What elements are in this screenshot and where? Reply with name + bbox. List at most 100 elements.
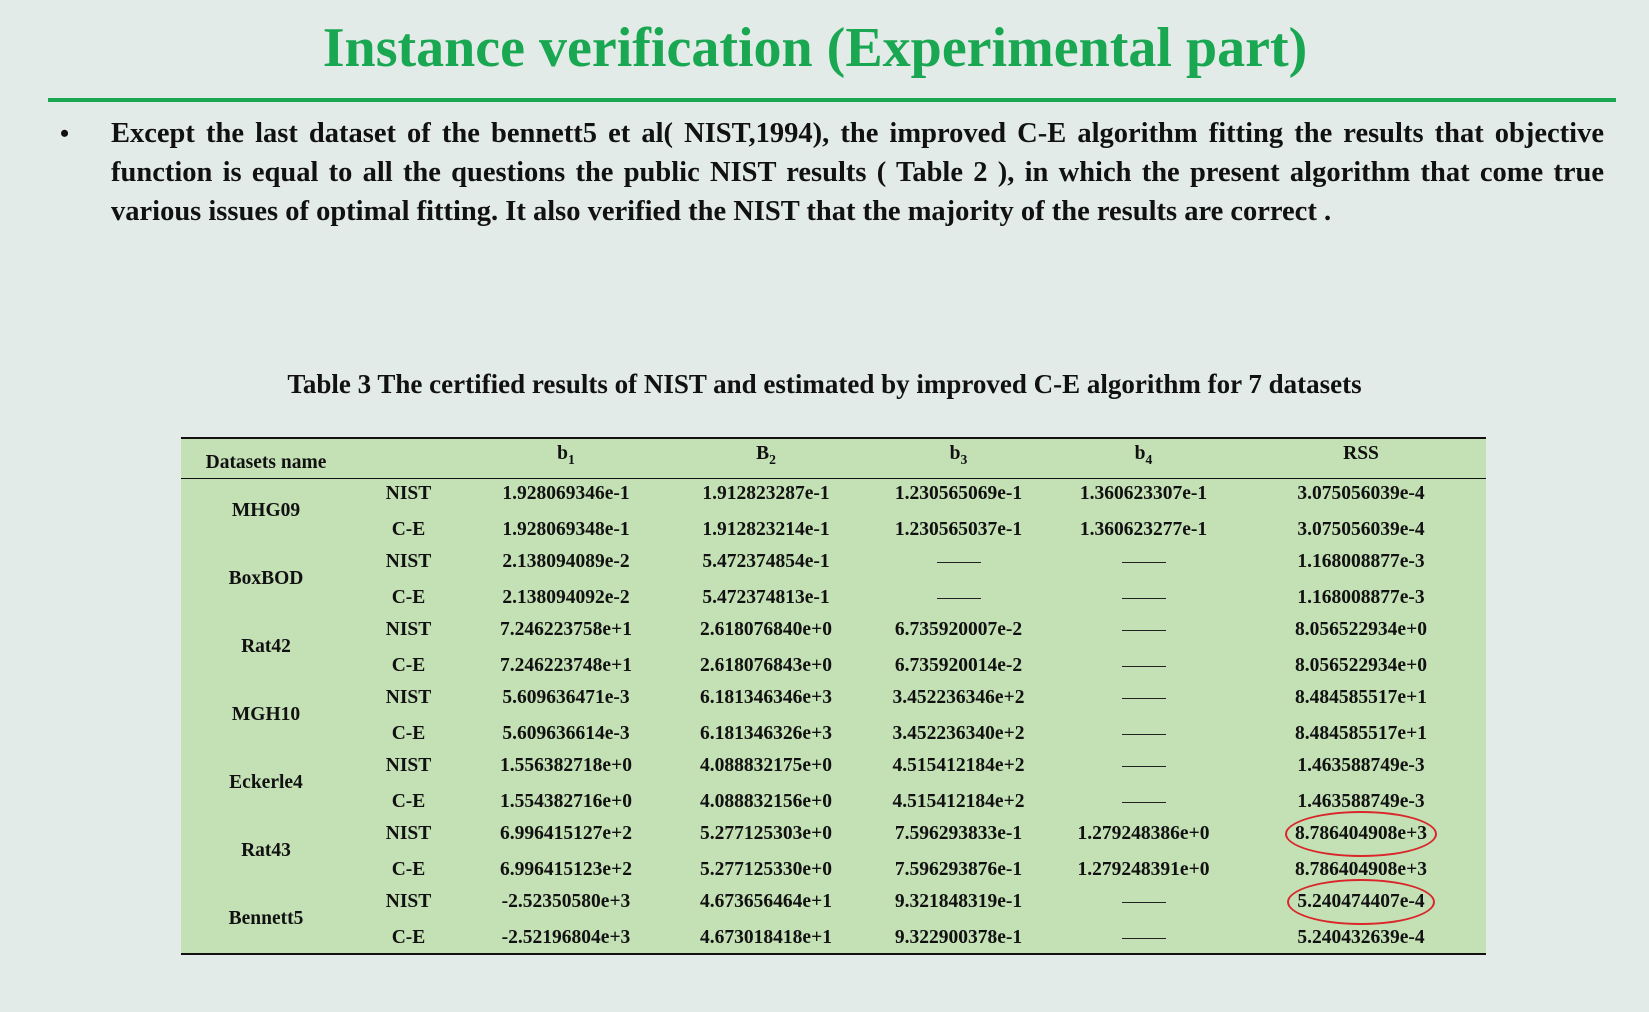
not-applicable-dash [1121, 630, 1166, 632]
table-row: Rat42 NIST 7.246223758e+1 2.618076840e+0 6.7… [181, 614, 1486, 657]
dataset-name-cell: BoxBOD [228, 568, 304, 589]
rss-value-cell: 8.786404908e+3 [1236, 811, 1486, 857]
b4-value: 1.279248386e+0 [1077, 823, 1210, 844]
b4-value-cell [1051, 920, 1236, 954]
bullet-marker: • [60, 119, 70, 148]
not-applicable-dash [1121, 802, 1166, 804]
b2-value: 6.181346346e+3 [700, 687, 832, 708]
table-row: C-E 1.928069348e-1 1.912823214e-1 1.2305650… [181, 512, 1486, 546]
b1-value-cell: 2.138094089e-2 [466, 546, 666, 580]
b3-value-cell: 7.596293876e-1 [866, 852, 1051, 886]
source-label-cell: C-E [391, 587, 426, 608]
header-b4-sub: 4 [1145, 451, 1153, 467]
header-b2-base: B [756, 443, 770, 464]
header-rss: RSS [1236, 438, 1486, 479]
b4-value-cell [1051, 682, 1236, 716]
b3-value-cell: 6.735920014e-2 [866, 648, 1051, 682]
header-source [351, 438, 466, 479]
b3-value-cell: 4.515412184e+2 [866, 784, 1051, 818]
b1-value: 6.996415127e+2 [500, 823, 632, 844]
b3-value-cell [866, 546, 1051, 580]
b1-value-cell: 1.556382718e+0 [466, 750, 666, 784]
b1-value-cell: 1.928069346e-1 [466, 478, 666, 512]
b2-value: 4.088832156e+0 [700, 791, 832, 812]
rss-value-cell: 5.240432639e-4 [1236, 920, 1486, 954]
rss-value-cell: 1.463588749e-3 [1236, 784, 1486, 818]
b3-value: 6.735920014e-2 [894, 655, 1023, 676]
header-b4: b4 [1051, 438, 1236, 479]
dataset-name-cell: Rat43 [241, 840, 291, 861]
b3-value: 7.596293876e-1 [894, 859, 1023, 880]
b3-value: 3.452236340e+2 [892, 723, 1025, 744]
b2-value: 5.472374854e-1 [702, 551, 830, 572]
b2-value-cell: 1.912823214e-1 [666, 512, 866, 546]
table-body: MHG09 NIST 1.928069346e-1 1.912823287e-1 1.2… [181, 478, 1486, 954]
not-applicable-dash [1121, 766, 1166, 768]
b3-value: 9.321848319e-1 [894, 891, 1023, 912]
b1-value: 1.928069348e-1 [502, 519, 630, 540]
rss-value: 5.240474407e-4 [1297, 891, 1425, 912]
table-row: Eckerle4 NIST 1.556382718e+0 4.088832175e+0… [181, 750, 1486, 793]
not-applicable-dash [1121, 698, 1166, 700]
not-applicable-dash [1121, 598, 1166, 600]
b1-value-cell: 5.609636614e-3 [466, 716, 666, 750]
rss-highlight: 8.786404908e+3 [1285, 811, 1437, 857]
rss-value: 3.075056039e-4 [1297, 483, 1425, 505]
dataset-name-cell: Bennett5 [228, 907, 304, 929]
bullet-paragraph: • Except the last dataset of the bennett… [60, 114, 1604, 231]
slide-title: Instance verification (Experimental part… [322, 17, 1308, 79]
rss-value: 8.786404908e+3 [1295, 823, 1427, 844]
title-divider [48, 98, 1616, 102]
rss-value: 8.484585517e+1 [1295, 723, 1427, 744]
b4-value-cell [1051, 716, 1236, 750]
source-label-cell: NIST [385, 483, 432, 505]
b2-value-cell: 5.472374813e-1 [666, 580, 866, 614]
table-header-row: Datasets name b1 B2 b3 b4 RSS [181, 438, 1486, 479]
b1-value-cell: -2.52196804e+3 [466, 920, 666, 954]
b3-value-cell: 3.452236340e+2 [866, 716, 1051, 750]
results-table: Datasets name b1 B2 b3 b4 RSS MHG09 NIST 1… [181, 437, 1486, 955]
b3-value-cell [866, 580, 1051, 614]
b1-value: -2.52350580e+3 [501, 891, 631, 912]
rss-value-cell: 8.786404908e+3 [1236, 852, 1486, 886]
header-b2-sub: 2 [769, 451, 776, 467]
table-row: C-E 1.554382716e+0 4.088832156e+0 4.5154121… [181, 784, 1486, 818]
source-label-cell: C-E [391, 655, 426, 676]
rss-value-cell: 3.075056039e-4 [1236, 512, 1486, 546]
table-row: C-E 7.246223748e+1 2.618076843e+0 6.7359200… [181, 648, 1486, 682]
rss-value: 1.168008877e-3 [1297, 587, 1425, 608]
table-row: C-E 2.138094092e-2 5.472374813e-1 1.1680088… [181, 580, 1486, 614]
rss-value-cell: 8.484585517e+1 [1236, 716, 1486, 750]
header-b3-base: b [949, 443, 961, 464]
b3-value-cell: 1.230565037e-1 [866, 512, 1051, 546]
header-b1: b1 [466, 438, 666, 479]
rss-highlight: 5.240474407e-4 [1287, 879, 1435, 925]
source-label-cell: C-E [391, 791, 426, 812]
header-b2: B2 [666, 438, 866, 479]
b3-value: 4.515412184e+2 [892, 791, 1025, 812]
b2-value: 6.181346326e+3 [700, 723, 832, 744]
not-applicable-dash [936, 598, 981, 600]
b1-value: 2.138094089e-2 [502, 551, 630, 572]
rss-value: 1.168008877e-3 [1297, 551, 1425, 572]
bullet-text: Except the last dataset of the bennett5 … [111, 118, 1604, 227]
b3-value-cell: 1.230565069e-1 [866, 478, 1051, 512]
not-applicable-dash [1121, 562, 1166, 564]
b2-value-cell: 4.673656464e+1 [666, 886, 866, 920]
b3-value-cell: 9.321848319e-1 [866, 886, 1051, 920]
b4-value-cell: 1.279248391e+0 [1051, 852, 1236, 886]
b4-value-cell: 1.279248386e+0 [1051, 818, 1236, 852]
b4-value-cell [1051, 648, 1236, 682]
b3-value: 6.735920007e-2 [894, 619, 1023, 640]
rss-value-cell: 5.240474407e-4 [1236, 879, 1486, 925]
b1-value-cell: 1.928069348e-1 [466, 512, 666, 546]
b2-value-cell: 6.181346326e+3 [666, 716, 866, 750]
b2-value-cell: 5.472374854e-1 [666, 546, 866, 580]
table-row: BoxBOD NIST 2.138094089e-2 5.472374854e-1 1.… [181, 546, 1486, 589]
b1-value: 2.138094092e-2 [502, 587, 630, 608]
b2-value: 2.618076840e+0 [700, 619, 832, 640]
table-row: C-E -2.52196804e+3 4.673018418e+1 9.3229003… [181, 920, 1486, 954]
b1-value-cell: 1.554382716e+0 [466, 784, 666, 818]
b2-value: 1.912823214e-1 [702, 519, 830, 540]
b3-value-cell: 4.515412184e+2 [866, 750, 1051, 784]
